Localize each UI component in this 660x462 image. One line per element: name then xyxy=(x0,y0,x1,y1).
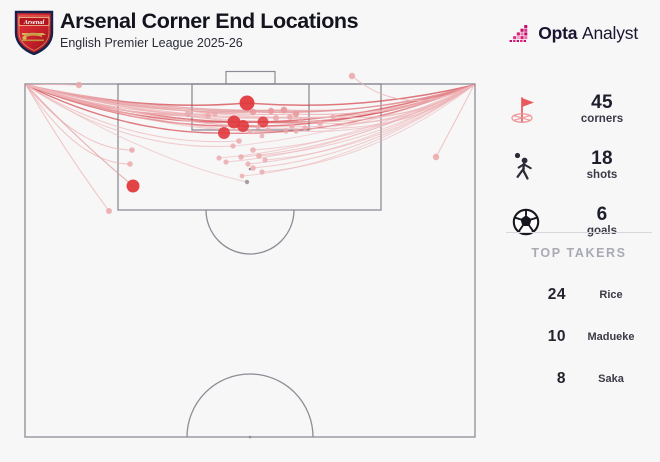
top-takers-heading: TOP TAKERS xyxy=(531,246,627,260)
stat-goals-value: 6 xyxy=(596,204,608,226)
player-header-icon xyxy=(498,149,554,183)
end-point xyxy=(237,120,249,132)
opta-staircase-icon xyxy=(509,25,528,42)
top-taker-count: 8 xyxy=(556,370,566,387)
top-taker-name: Madueke xyxy=(587,331,635,343)
end-point xyxy=(126,179,140,193)
end-point xyxy=(317,120,323,126)
stat-goals-label: goals xyxy=(554,225,650,239)
end-point xyxy=(239,173,245,179)
end-point xyxy=(250,165,256,171)
corner-end-points xyxy=(75,72,440,214)
end-point xyxy=(330,114,336,120)
football-icon xyxy=(498,207,554,237)
stat-goals: 6 goals xyxy=(498,194,660,250)
top-taker-name: Saka xyxy=(598,373,624,385)
end-point xyxy=(129,147,135,153)
end-point xyxy=(106,208,112,214)
top-taker-count: 24 xyxy=(547,286,566,303)
sidebar-divider xyxy=(506,232,652,233)
stat-shots: 18 shots xyxy=(498,138,660,194)
top-taker-name: Rice xyxy=(599,289,623,301)
end-point xyxy=(223,159,229,165)
stat-goals-text: 6 goals xyxy=(554,205,660,239)
end-point xyxy=(293,128,299,134)
end-point xyxy=(432,153,440,161)
end-point xyxy=(255,124,261,130)
top-taker-row: 24 Rice xyxy=(498,282,660,308)
end-point xyxy=(257,116,269,128)
opta-analyst-logo: Opta Analyst xyxy=(509,22,638,46)
end-point xyxy=(267,107,275,115)
top-taker-row: 10 Madueke xyxy=(498,324,660,350)
end-point xyxy=(273,115,279,121)
corner-flag-icon xyxy=(498,93,554,127)
centre-spot xyxy=(248,435,252,439)
end-point xyxy=(249,108,257,116)
end-point xyxy=(265,127,271,133)
stat-shots-text: 18 shots xyxy=(554,149,660,183)
stat-corners-text: 45 corners xyxy=(554,93,660,127)
end-point xyxy=(247,129,253,135)
top-taker-count: 10 xyxy=(547,328,566,345)
stats-sidebar: 45 corners 18 shots xyxy=(498,64,660,454)
end-point xyxy=(244,179,250,185)
end-point xyxy=(218,127,230,139)
end-point xyxy=(280,106,288,114)
end-point xyxy=(302,125,308,131)
end-point xyxy=(238,154,244,160)
end-point xyxy=(283,128,289,134)
page-title: Arsenal Corner End Locations xyxy=(60,9,359,33)
corner-end-location-pitch-map xyxy=(0,62,498,454)
end-point xyxy=(262,157,268,163)
end-point xyxy=(292,110,300,118)
stat-corners-value: 45 xyxy=(591,92,613,114)
end-point xyxy=(239,95,255,111)
end-point xyxy=(212,111,218,117)
opta-brand-light: Analyst xyxy=(582,23,638,44)
end-point xyxy=(259,133,265,139)
end-point xyxy=(256,153,262,159)
end-point xyxy=(298,118,304,124)
pitch-svg xyxy=(24,70,476,439)
stat-corners-label: corners xyxy=(580,113,624,126)
end-point xyxy=(236,138,242,144)
header: Arsenal Arsenal Corner End Locations Eng… xyxy=(0,0,660,64)
svg-text:Arsenal: Arsenal xyxy=(23,19,45,26)
end-point xyxy=(75,81,83,89)
top-taker-row: 8 Saka xyxy=(498,366,660,392)
page-subtitle: English Premier League 2025-26 xyxy=(60,36,243,50)
end-point xyxy=(348,72,356,80)
end-point xyxy=(184,110,192,118)
end-point xyxy=(250,147,256,153)
end-point xyxy=(205,113,211,119)
stat-shots-value: 18 xyxy=(591,148,613,170)
end-point xyxy=(127,161,133,167)
arsenal-crest-icon: Arsenal xyxy=(13,9,55,56)
end-point xyxy=(230,143,236,149)
stat-corners: 45 corners xyxy=(498,82,660,138)
end-point xyxy=(216,155,222,161)
end-point xyxy=(245,161,251,167)
opta-brand-bold: Opta xyxy=(538,23,578,44)
stat-shots-label: shots xyxy=(586,169,618,182)
end-point xyxy=(289,123,295,129)
end-point xyxy=(259,169,265,175)
end-point xyxy=(287,114,293,120)
